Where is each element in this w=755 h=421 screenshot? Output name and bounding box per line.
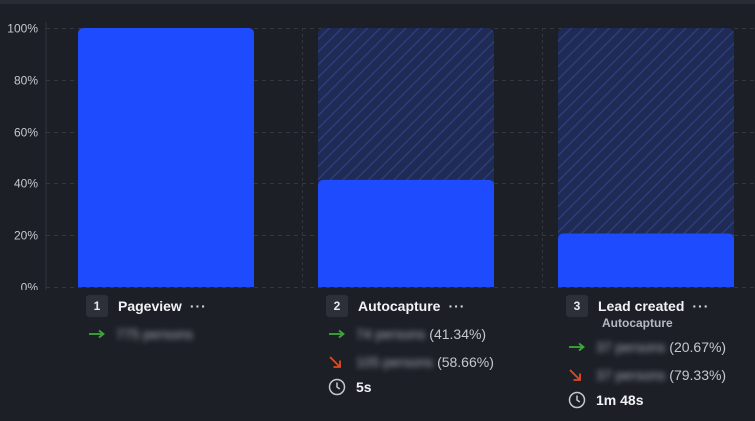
step-3-duration: 1m 48s	[596, 392, 644, 408]
arrow-right-icon	[328, 327, 348, 341]
step-2-dropped-row[interactable]: 105 persons (58.66%)	[328, 354, 494, 370]
step-1-more-button[interactable]: ···	[189, 298, 207, 314]
step-2-dropped-persons[interactable]: 105 persons	[356, 354, 434, 370]
y-tick-label: 20%	[14, 229, 38, 243]
step-2-number: 2	[326, 295, 348, 317]
step-1-converted-row[interactable]: 775 persons	[88, 326, 197, 342]
step-2-dropped-percent: (58.66%)	[437, 354, 494, 370]
step-3-subtitle: Autocapture	[602, 316, 673, 330]
step-3-more-button[interactable]: ···	[692, 298, 710, 314]
bar-pageview[interactable]	[78, 28, 254, 287]
bar-remainder	[558, 28, 734, 287]
step-3: 3 Lead created ··· Autocapture 37 person…	[558, 290, 755, 421]
step-2-header: 2 Autocapture ···	[326, 295, 465, 317]
step-2-more-button[interactable]: ···	[448, 298, 466, 314]
step-3-name: Lead created	[598, 298, 685, 314]
step-2-duration: 5s	[356, 379, 372, 395]
arrow-down-right-icon	[328, 355, 348, 369]
step-2-name: Autocapture	[358, 298, 441, 314]
step-3-dropped-row[interactable]: 37 persons (79.33%)	[568, 367, 726, 383]
step-2-converted-row[interactable]: 74 persons (41.34%)	[328, 326, 486, 342]
step-1-converted-persons[interactable]: 775 persons	[116, 326, 194, 342]
bar-lead-created[interactable]	[558, 233, 734, 287]
step-2-converted-percent: (41.34%)	[429, 326, 487, 342]
step-3-converted-row[interactable]: 37 persons (20.67%)	[568, 339, 726, 355]
step-1-name: Pageview	[118, 298, 182, 314]
step-1-header: 1 Pageview ···	[86, 295, 207, 317]
y-tick-label: 100%	[7, 22, 38, 36]
step-3-duration-row: 1m 48s	[568, 391, 644, 409]
y-tick-label: 60%	[14, 126, 38, 140]
step-2: 2 Autocapture ··· 74 persons (41.34%) 10…	[318, 290, 558, 421]
step-3-number: 3	[566, 295, 588, 317]
step-3-converted-percent: (20.67%)	[669, 339, 727, 355]
step-3-header: 3 Lead created ···	[566, 295, 709, 317]
step-1-number: 1	[86, 295, 108, 317]
step-2-converted-persons[interactable]: 74 persons	[356, 326, 426, 342]
step-1: 1 Pageview ··· 775 persons	[78, 290, 318, 421]
step-3-converted-persons[interactable]: 37 persons	[596, 339, 666, 355]
arrow-right-icon	[88, 327, 108, 341]
arrow-right-icon	[568, 340, 588, 354]
arrow-down-right-icon	[568, 368, 588, 382]
clock-icon	[328, 378, 348, 396]
y-tick-label: 80%	[14, 74, 38, 88]
step-2-duration-row: 5s	[328, 378, 372, 396]
top-border	[0, 0, 755, 4]
funnel-steps: 1 Pageview ··· 775 persons 2 Autocapture…	[0, 290, 755, 421]
step-3-dropped-percent: (79.33%)	[669, 367, 727, 383]
bar-autocapture[interactable]	[318, 179, 494, 287]
clock-icon	[568, 391, 588, 409]
y-tick-label: 0%	[21, 281, 39, 291]
y-tick-label: 40%	[14, 177, 38, 191]
step-3-dropped-persons[interactable]: 37 persons	[596, 367, 666, 383]
funnel-chart: 0% 20% 40% 60% 80% 100%	[7, 22, 755, 291]
